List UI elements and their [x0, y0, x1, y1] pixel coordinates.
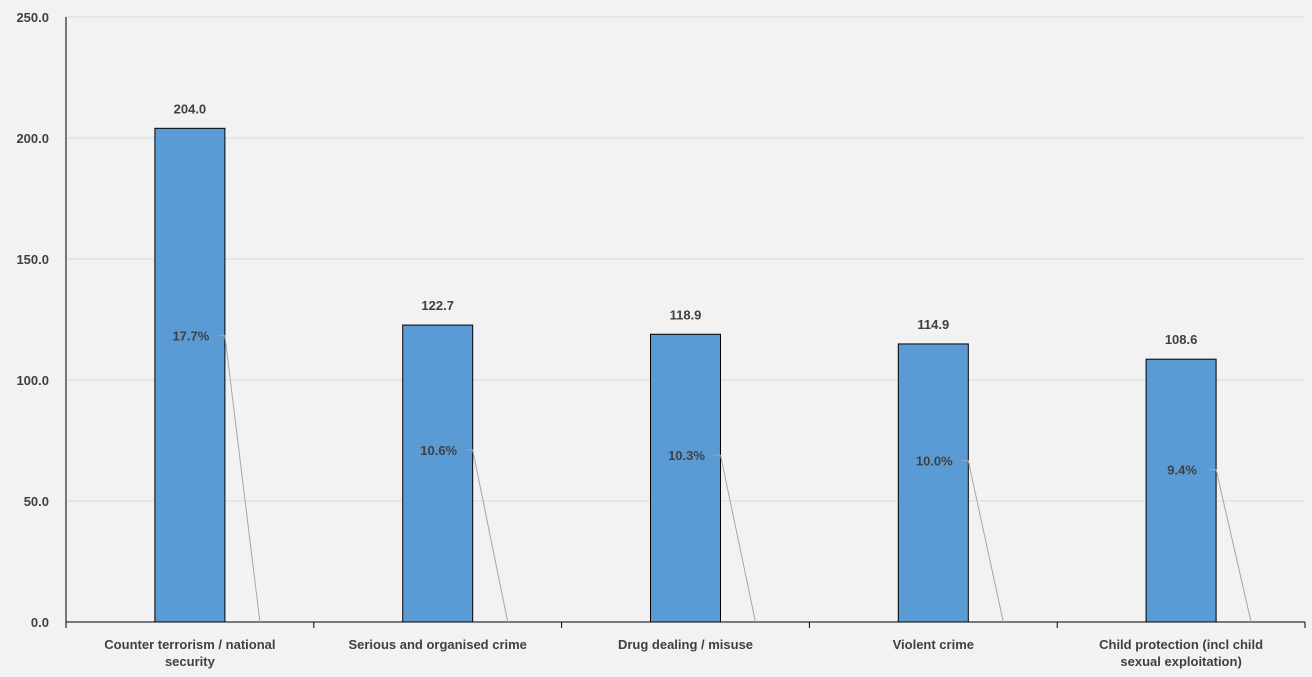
leader-lines: [217, 335, 1252, 623]
y-tick-label: 100.0: [16, 373, 49, 388]
bar: [154, 127, 226, 623]
bar: [897, 343, 969, 623]
x-category-label: Drug dealing / misuse: [618, 637, 753, 652]
leader-line: [1209, 469, 1252, 623]
x-category-label: Serious and organised crime: [348, 637, 526, 652]
bar-value-label: 118.9: [670, 307, 702, 322]
x-category-label: sexual exploitation): [1120, 654, 1241, 669]
y-tick-label: 50.0: [24, 494, 49, 509]
x-category-label: Child protection (incl child: [1099, 637, 1263, 652]
bar-percent-label: 9.4%: [1167, 463, 1197, 478]
leader-line: [217, 335, 261, 623]
gridlines: [66, 16, 1305, 502]
y-tick-label: 250.0: [16, 10, 49, 25]
x-axis: Counter terrorism / national security Seri…: [65, 621, 1306, 669]
x-category-label: Counter terrorism / national: [104, 637, 275, 652]
bar-value-label: 108.6: [1165, 332, 1198, 347]
bar-value-label: 122.7: [421, 298, 454, 313]
data-labels: 204.0 17.7% 122.7 10.6% 118.9 10.3% 114.9 10.0%…: [172, 101, 1197, 477]
leader-line: [961, 460, 1004, 623]
y-axis: 0.0 50.0 100.0 150.0 200.0 250.0: [16, 10, 67, 630]
bar-percent-label: 17.7%: [172, 329, 209, 344]
bar: [650, 333, 721, 623]
bar: [402, 324, 474, 623]
bar-percent-label: 10.6%: [420, 443, 457, 458]
y-tick-label: 0.0: [31, 615, 49, 630]
y-tick-label: 200.0: [16, 131, 49, 146]
bar-percent-label: 10.0%: [916, 454, 953, 469]
y-tick-label: 150.0: [16, 252, 49, 267]
leader-line: [713, 454, 756, 623]
bar-percent-label: 10.3%: [668, 448, 705, 463]
bars: [154, 127, 1217, 623]
bar-value-label: 114.9: [917, 317, 949, 332]
bar: [1145, 358, 1217, 623]
x-category-label: Violent crime: [893, 637, 974, 652]
leader-line: [465, 449, 509, 623]
x-category-label: security: [165, 654, 216, 669]
bar-value-label: 204.0: [174, 101, 207, 116]
